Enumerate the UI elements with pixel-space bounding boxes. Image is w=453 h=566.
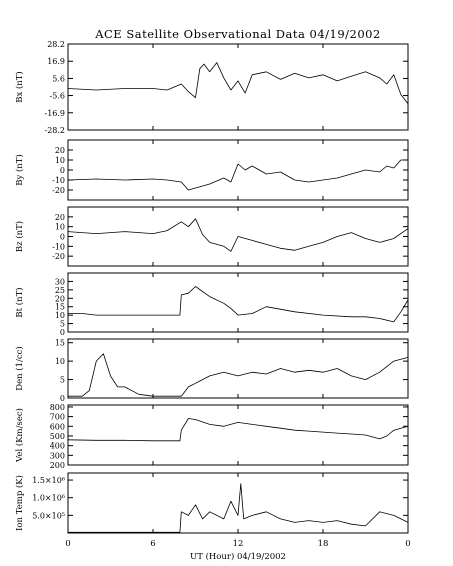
ion-temp-ytick-label: 5.0×10⁵: [32, 511, 65, 520]
ion-temp-panel-frame: [67, 472, 409, 534]
bx-ytick-label: -28.2: [44, 126, 65, 135]
by-ytick-label: 10: [55, 156, 65, 165]
den-ytick-label: 15: [55, 339, 65, 348]
bz-ytick-label: 0: [60, 233, 65, 242]
bt-ytick-label: 25: [55, 286, 65, 295]
bt-ytick-label: 0: [60, 328, 65, 337]
vel-ytick-label: 400: [50, 442, 65, 451]
den-ytick-label: 10: [55, 357, 65, 366]
vel-ytick-label: 600: [50, 422, 65, 431]
bt-ytick-label: 30: [55, 277, 65, 286]
bt-ytick-label: 10: [55, 311, 65, 320]
bx-ytick-label: 5.6: [52, 74, 65, 83]
vel-ytick-label: 500: [50, 432, 65, 441]
vel-series-line: [67, 418, 409, 442]
vel-ytick-label: 800: [50, 403, 65, 412]
bx-ytick-label: -5.6: [50, 92, 65, 101]
vel-panel-frame: [67, 404, 409, 466]
den-ytick-label: 5: [60, 376, 65, 385]
bt-ytick-label: 20: [55, 294, 65, 303]
bt-ytick-label: 5: [60, 320, 65, 329]
bx-ylabel: Bx (nT): [14, 71, 25, 103]
bx-panel-frame: [67, 43, 409, 131]
bz-ytick-label: -10: [52, 242, 65, 251]
den-series-line: [68, 353, 409, 397]
by-series-line: [67, 159, 408, 191]
xtick-label: 0: [405, 539, 410, 549]
bx-ytick-label: 28.2: [47, 40, 65, 49]
bt-series-line: [68, 286, 409, 323]
xtick-label: 6: [150, 539, 155, 549]
vel-ytick-label: 300: [50, 451, 65, 460]
bz-ytick-label: -20: [52, 252, 65, 261]
chart-title: ACE Satellite Observational Data 04/19/2…: [95, 27, 381, 41]
den-panel-frame: [67, 338, 409, 399]
den-ytick-label: 0: [60, 394, 65, 403]
ion-temp-series-line: [68, 483, 409, 533]
xtick-label: 0: [65, 539, 70, 549]
ion-temp-ytick-label: 1.5×10⁶: [32, 476, 65, 485]
by-ytick-label: -20: [52, 186, 65, 195]
by-ytick-label: -10: [52, 176, 65, 185]
vel-ytick-label: 700: [50, 413, 65, 422]
vel-ytick-label: 200: [50, 461, 65, 470]
x-axis-label: UT (Hour) 04/19/2002: [190, 551, 286, 562]
den-ylabel: Den (1/cc): [14, 346, 25, 390]
bz-ylabel: Bz (nT): [14, 221, 25, 252]
xtick-label: 18: [318, 539, 329, 549]
bz-series-line: [67, 218, 409, 252]
bt-panel-frame: [67, 272, 409, 333]
by-panel-frame: [67, 139, 409, 201]
xtick-label: 12: [233, 539, 244, 549]
bx-ytick-label: -16.9: [44, 109, 65, 118]
bx-series-line: [67, 62, 409, 105]
bz-ytick-label: 10: [55, 223, 65, 232]
by-ylabel: By (nT): [14, 154, 25, 186]
bx-ytick-label: 16.9: [47, 57, 65, 66]
bt-ytick-label: 15: [55, 303, 65, 312]
bt-ylabel: Bt (nT): [14, 287, 25, 317]
ion-temp-ylabel: Ion Temp (K): [14, 475, 25, 531]
ion-temp-ytick-label: 1.0×10⁶: [32, 494, 65, 503]
by-ytick-label: 20: [55, 146, 65, 155]
vel-ylabel: Vel (Km/sec): [14, 408, 25, 463]
by-ytick-label: 0: [60, 166, 65, 175]
bz-ytick-label: 20: [55, 213, 65, 222]
